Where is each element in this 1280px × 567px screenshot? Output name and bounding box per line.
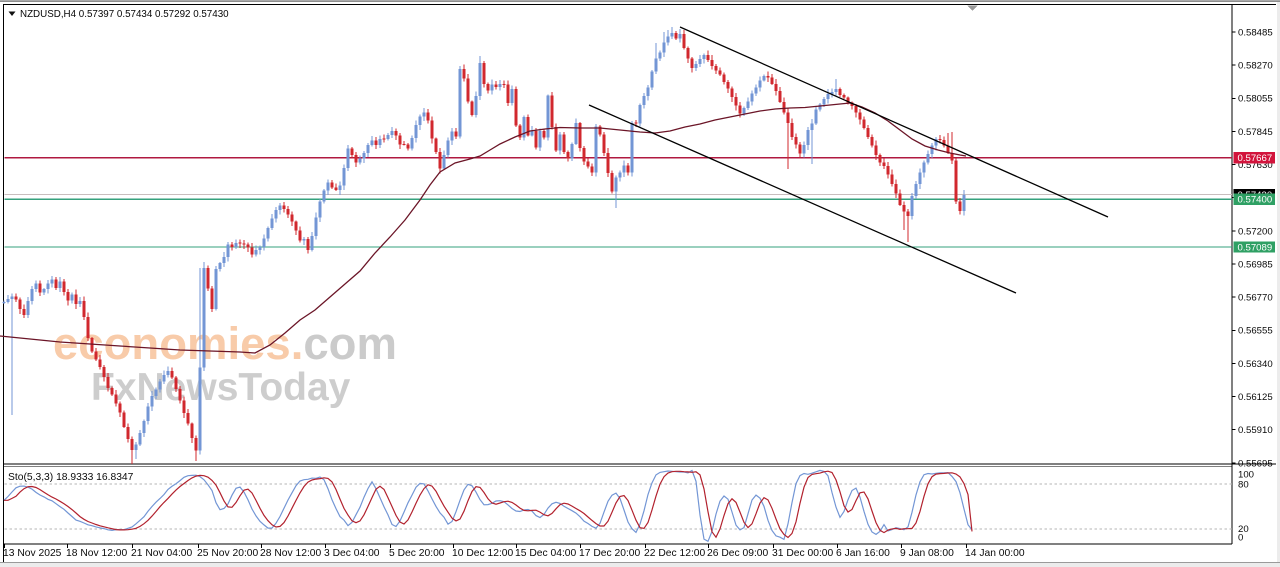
svg-text:0.56125: 0.56125 [1238,392,1273,403]
svg-text:5 Dec 20:00: 5 Dec 20:00 [389,548,445,559]
svg-text:21 Nov 04:00: 21 Nov 04:00 [131,548,193,559]
svg-text:20: 20 [1238,524,1249,535]
svg-text:0.56985: 0.56985 [1238,259,1273,270]
svg-text:17 Dec 20:00: 17 Dec 20:00 [579,548,641,559]
svg-text:100: 100 [1238,470,1254,481]
svg-text:0.55910: 0.55910 [1238,425,1273,436]
svg-text:0.56555: 0.56555 [1238,326,1273,337]
svg-text:14 Jan 00:00: 14 Jan 00:00 [965,548,1025,559]
svg-text:NZDUSD,H4 0.57397 0.57434 0.5: NZDUSD,H4 0.57397 0.57434 0.57292 0.5743… [20,9,229,20]
svg-text:0.55695: 0.55695 [1238,458,1273,469]
svg-text:0.57845: 0.57845 [1238,127,1273,138]
svg-text:0.57667: 0.57667 [1238,153,1273,164]
svg-text:22 Dec 12:00: 22 Dec 12:00 [644,548,706,559]
svg-text:28 Nov 12:00: 28 Nov 12:00 [260,548,322,559]
svg-text:0.58485: 0.58485 [1238,27,1273,38]
svg-text:31 Dec 00:00: 31 Dec 00:00 [772,548,834,559]
svg-text:0.57400: 0.57400 [1238,195,1273,206]
svg-text:9 Jan 08:00: 9 Jan 08:00 [900,548,954,559]
svg-text:18 Nov 12:00: 18 Nov 12:00 [66,548,128,559]
svg-text:0.58270: 0.58270 [1238,61,1273,72]
svg-text:80: 80 [1238,480,1249,491]
svg-text:economies.com: economies.com [53,318,397,369]
svg-text:15 Dec 04:00: 15 Dec 04:00 [515,548,577,559]
svg-text:0.57200: 0.57200 [1238,226,1273,237]
svg-text:3 Dec 04:00: 3 Dec 04:00 [324,548,380,559]
svg-text:6 Jan 16:00: 6 Jan 16:00 [836,548,890,559]
svg-text:13 Nov 2025: 13 Nov 2025 [3,548,62,559]
svg-text:0.58055: 0.58055 [1238,94,1273,105]
svg-text:10 Dec 12:00: 10 Dec 12:00 [452,548,514,559]
svg-text:FxNewsToday: FxNewsToday [91,366,351,409]
svg-text:Sto(5,3,3) 18.9333 16.8347: Sto(5,3,3) 18.9333 16.8347 [8,472,134,483]
svg-text:0.57089: 0.57089 [1238,242,1273,253]
svg-text:0.56340: 0.56340 [1238,359,1273,370]
svg-text:25 Nov 20:00: 25 Nov 20:00 [197,548,259,559]
svg-text:0.56770: 0.56770 [1238,293,1273,304]
svg-text:26 Dec 09:00: 26 Dec 09:00 [707,548,769,559]
svg-text:0: 0 [1238,533,1243,544]
svg-text:0.57630: 0.57630 [1238,160,1273,171]
